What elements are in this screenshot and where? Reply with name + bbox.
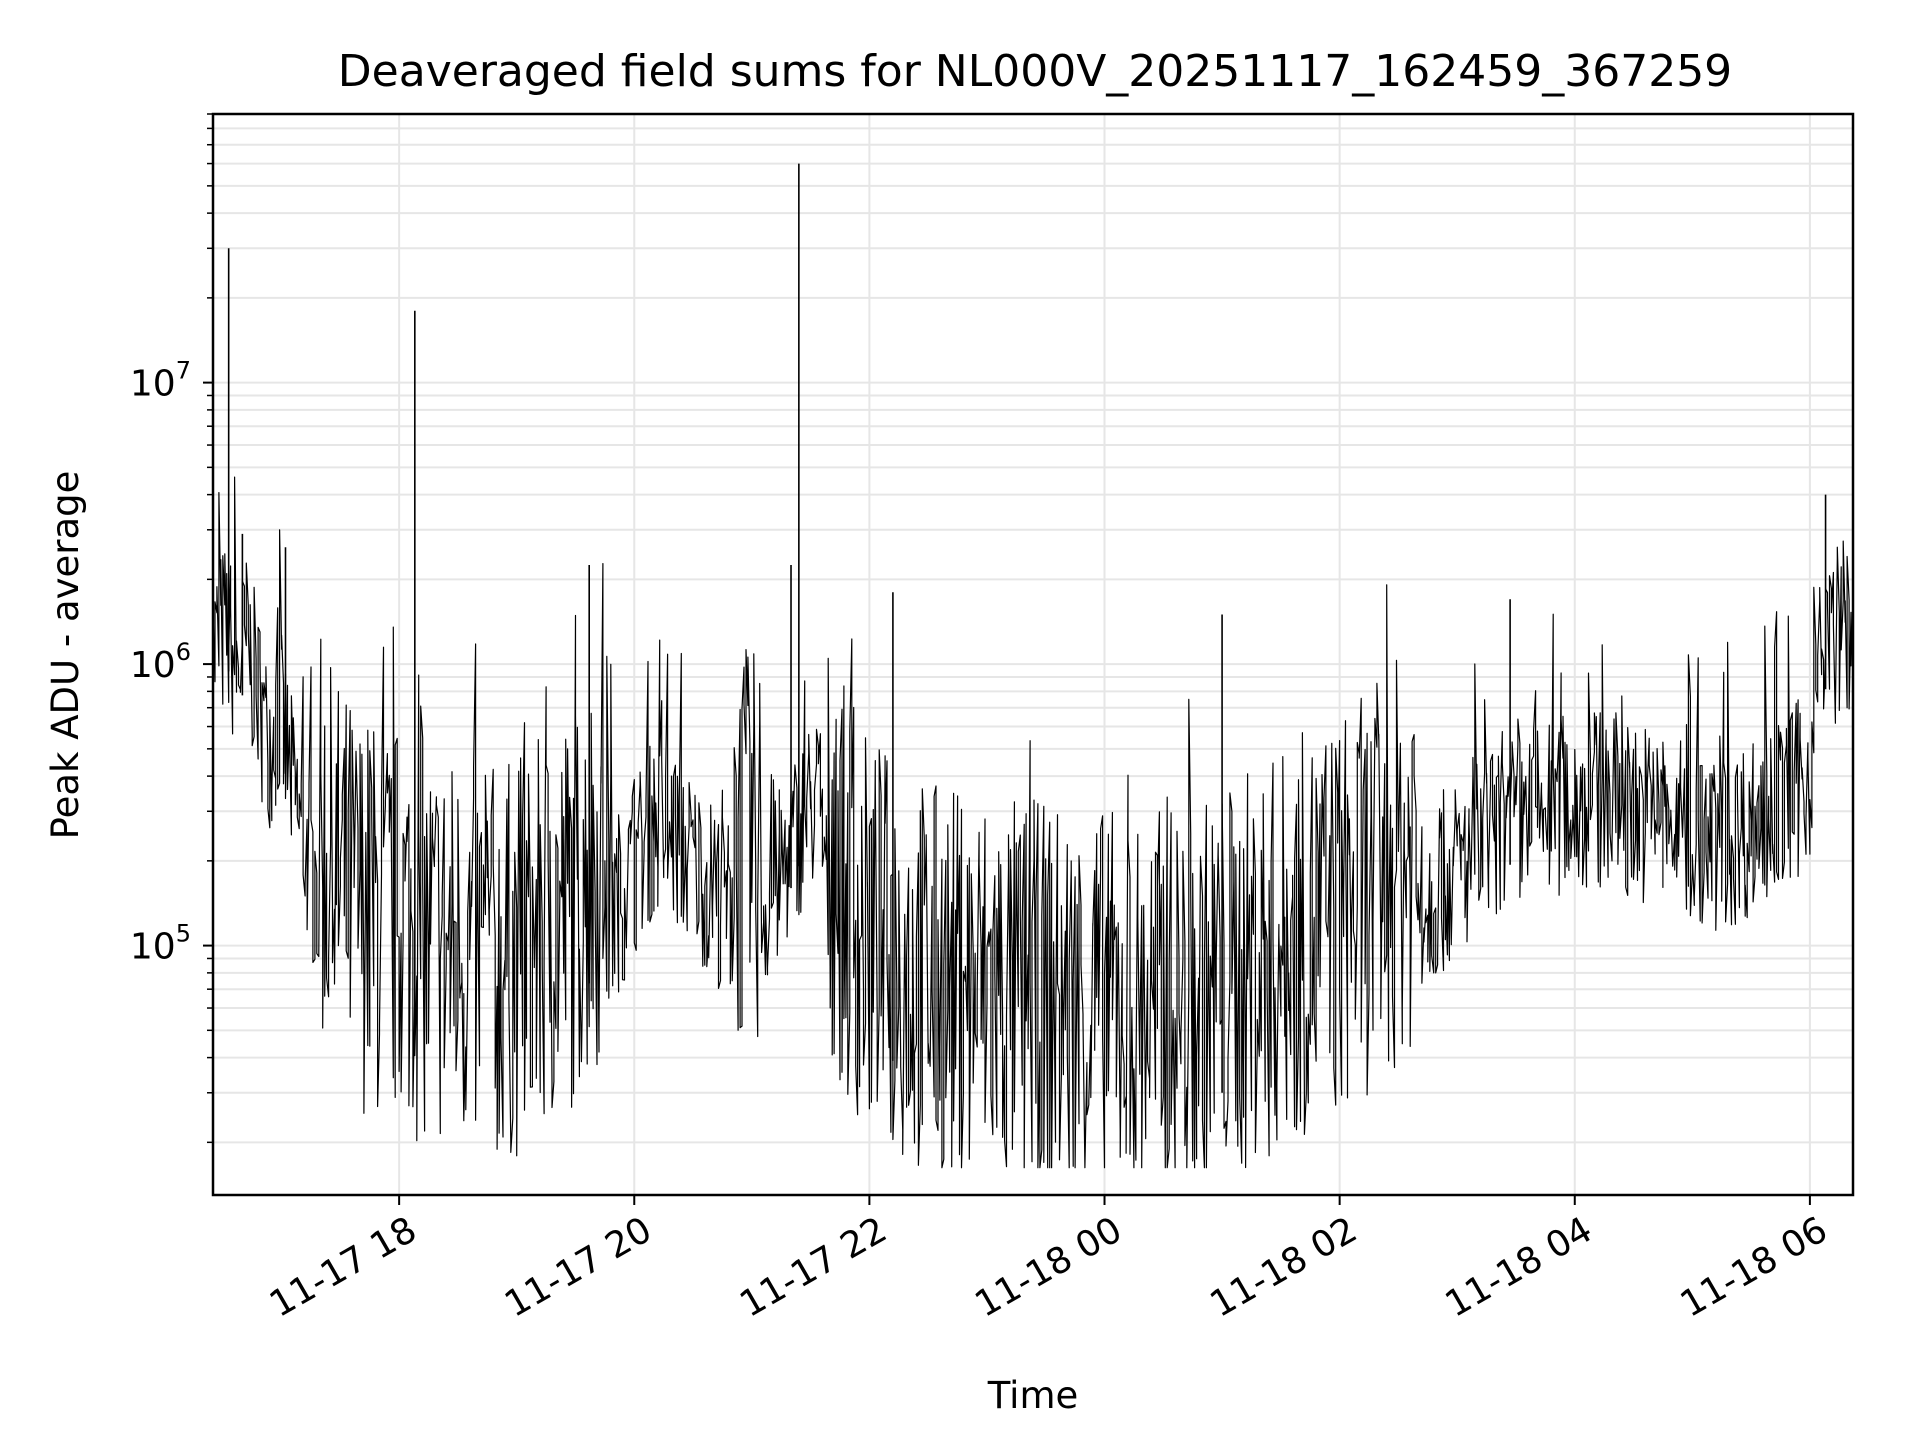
x-axis-label: Time [987,1374,1079,1417]
y-axis: 105 106 107 [130,113,213,1144]
y-tick-label: 105 [130,920,191,968]
series-trace [212,476,1854,1169]
chart-title: Deaveraged field sums for NL000V_2025111… [338,46,1732,97]
plot-frame [211,112,1855,1197]
y-axis-label: Peak ADU - average [44,471,87,840]
series-line [212,163,1854,1169]
y-tick-label: 106 [130,638,191,686]
y-tick-label: 107 [130,357,191,405]
